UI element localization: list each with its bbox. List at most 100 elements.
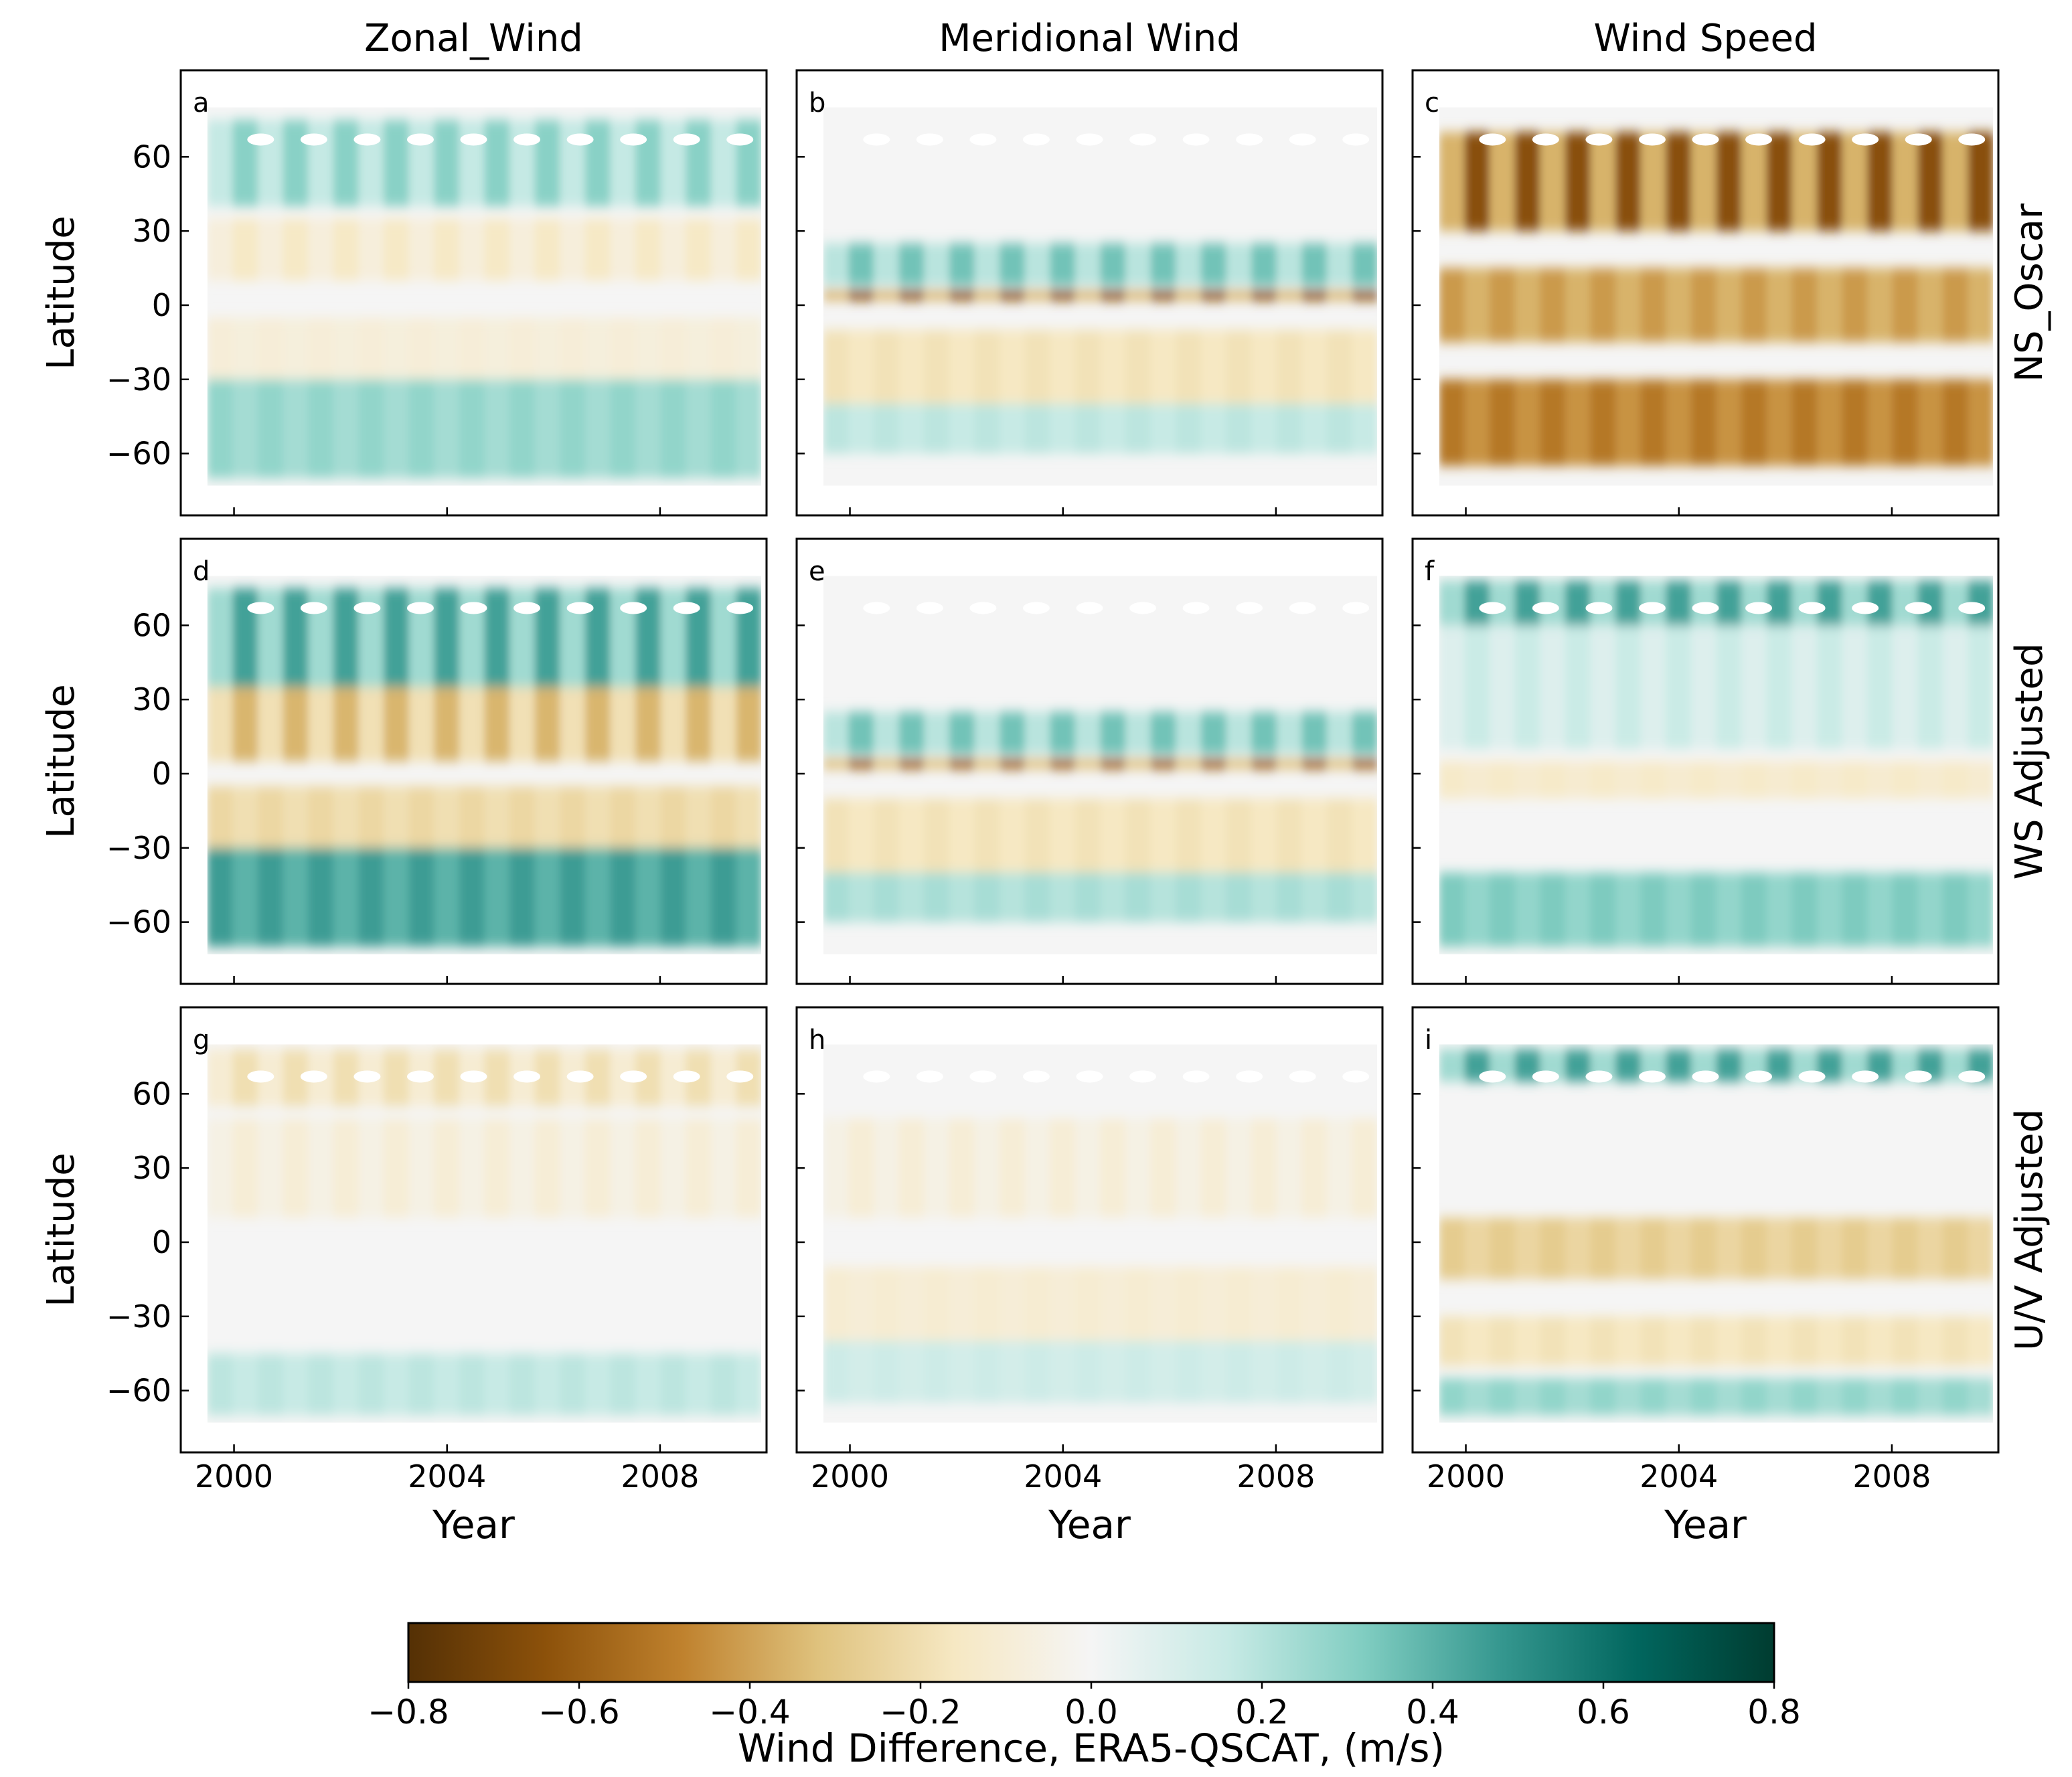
heatmap-cell [1666, 1378, 1692, 1416]
heatmap-cell [1690, 625, 1717, 750]
data-gap [513, 1070, 541, 1083]
heatmap-cell [1716, 1378, 1743, 1416]
heatmap-cell [1276, 711, 1303, 754]
heatmap-cell [358, 786, 384, 848]
heatmap-cell [1690, 872, 1717, 947]
heatmap-cell [257, 379, 284, 479]
data-gap [1342, 1070, 1370, 1083]
data-gap [673, 1070, 700, 1083]
column-title: Meridional Wind [939, 17, 1241, 60]
heatmap-cell [1176, 329, 1202, 404]
heatmap-cell [383, 786, 410, 848]
heatmap-cell [1276, 290, 1303, 301]
heatmap-cell [1640, 761, 1667, 798]
y-axis-label: Latitude [39, 1153, 83, 1306]
data-gap [1022, 602, 1050, 614]
heatmap-cell [736, 687, 762, 762]
heatmap-cell [898, 872, 925, 922]
y-tick-label: 60 [132, 139, 171, 175]
heatmap-cell [1791, 1378, 1818, 1416]
heatmap-cell [1892, 625, 1919, 750]
heatmap-cell [434, 1353, 460, 1416]
heatmap-cell [1326, 1341, 1353, 1404]
heatmap-cell [1816, 1316, 1843, 1366]
heatmap-cell [1867, 1378, 1893, 1416]
heatmap-cell [1666, 1049, 1692, 1082]
heatmap-cell [1226, 1118, 1253, 1218]
heatmap-cell [1741, 1217, 1767, 1280]
heatmap-cell [898, 798, 925, 873]
heatmap-cell [1867, 379, 1893, 467]
heatmap-cell [534, 1353, 561, 1416]
heatmap-cell [898, 1341, 925, 1404]
heatmap-cell [1666, 580, 1692, 626]
heatmap-cell [358, 687, 384, 762]
heatmap-cell [1125, 243, 1151, 286]
x-tick-label: 2008 [621, 1458, 699, 1495]
heatmap-cell [1640, 379, 1667, 467]
heatmap-cell [1917, 132, 1943, 232]
heatmap-cell [635, 379, 661, 479]
panel-letter: i [1425, 1025, 1432, 1055]
heatmap-cell [560, 218, 586, 281]
heatmap-cell [1326, 404, 1353, 454]
colorbar-tick-label: 0.2 [1235, 1693, 1289, 1731]
heatmap-field [823, 1044, 1378, 1423]
heatmap-cell [1590, 761, 1616, 798]
data-gap [1532, 602, 1559, 614]
data-gap [460, 602, 487, 614]
heatmap-cell [1968, 379, 1994, 467]
heatmap-cell [999, 711, 1026, 754]
heatmap-cell [610, 847, 637, 947]
heatmap-cell [1565, 625, 1591, 750]
heatmap-cell [1176, 1118, 1202, 1218]
heatmap-cell [736, 119, 762, 207]
heatmap-cell [873, 1118, 900, 1218]
heatmap-cell [1942, 1378, 1969, 1416]
heatmap-cell [610, 687, 637, 762]
heatmap-cell [1226, 872, 1253, 922]
y-tick-label: 30 [132, 1150, 171, 1186]
heatmap-cell [1352, 329, 1378, 404]
heatmap-cell [1200, 1341, 1227, 1404]
heatmap-cell [1514, 625, 1541, 750]
heatmap-cell [1301, 404, 1328, 454]
heatmap-cell [434, 1118, 460, 1218]
heatmap-cell [232, 1353, 258, 1416]
colorbar-tick-label: −0.6 [538, 1693, 619, 1731]
panel-frame [795, 537, 1384, 985]
heatmap-cell [383, 687, 410, 762]
heatmap-cell [1690, 379, 1717, 467]
heatmap-cell [736, 1353, 762, 1416]
heatmap-cell [924, 1266, 950, 1341]
heatmap-cell [949, 329, 975, 404]
colorbar-tick-label: 0.8 [1747, 1693, 1801, 1731]
heatmap-cell [1842, 1378, 1868, 1416]
heatmap-cell [1942, 1316, 1969, 1366]
heatmap-cell [534, 588, 561, 687]
heatmap-cell [1489, 1217, 1516, 1280]
heatmap-cell [534, 218, 561, 281]
heatmap-cell [1301, 711, 1328, 754]
heatmap-cell [823, 329, 850, 404]
heatmap-cell [848, 1118, 874, 1218]
heatmap-cell [1439, 379, 1465, 467]
heatmap-cell [898, 758, 925, 769]
heatmap-cell [484, 379, 511, 479]
heatmap-cell [308, 317, 334, 379]
x-axis-label: Year [432, 1502, 515, 1547]
data-gap [1958, 602, 1986, 614]
heatmap-cell [232, 119, 258, 207]
heatmap-cell [232, 847, 258, 947]
data-gap [1129, 133, 1157, 146]
colorbar-tick-label: 0.0 [1064, 1693, 1118, 1731]
row-title: WS Adjusted [2008, 643, 2051, 880]
heatmap-cell [408, 847, 435, 947]
heatmap-cell [974, 1266, 1000, 1341]
heatmap-cell [308, 687, 334, 762]
heatmap-cell [1892, 379, 1919, 467]
heatmap-cell [1540, 1316, 1566, 1366]
heatmap-cell [1050, 872, 1076, 922]
heatmap-cell [358, 1353, 384, 1416]
heatmap-cell [1276, 1266, 1303, 1341]
